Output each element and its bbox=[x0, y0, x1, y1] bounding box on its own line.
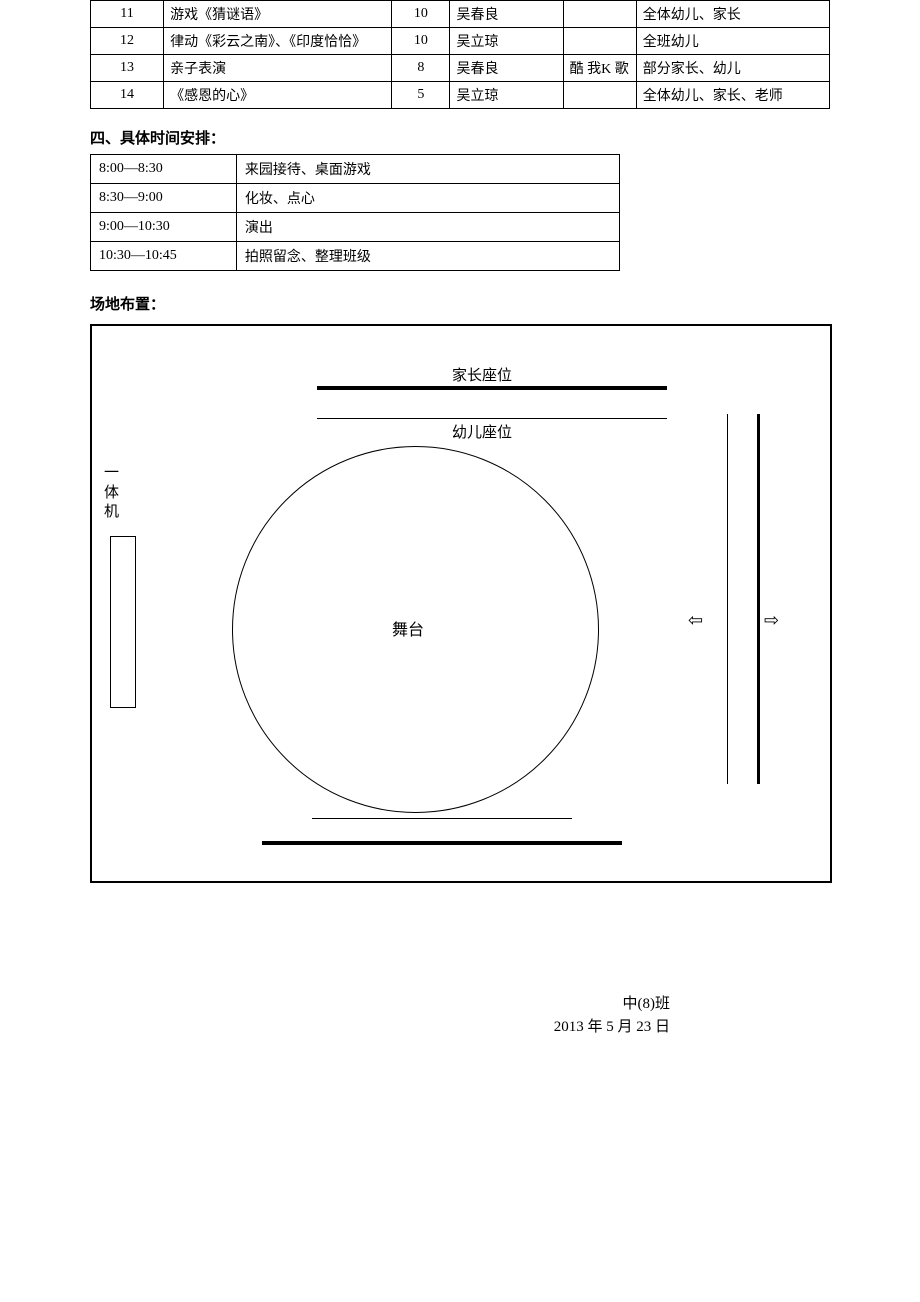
table-cell: 酷 我K 歌 bbox=[563, 55, 636, 82]
table-cell: 10 bbox=[392, 28, 450, 55]
table-row: 14《感恩的心》5吴立琼 全体幼儿、家长、老师 bbox=[91, 82, 830, 109]
table-cell: 吴立琼 bbox=[450, 82, 563, 109]
table-cell: 8 bbox=[392, 55, 450, 82]
schedule-activity: 来园接待、桌面游戏 bbox=[236, 155, 619, 184]
table-row: 11游戏《猜谜语》10吴春良 全体幼儿、家长 bbox=[91, 1, 830, 28]
footer-class: 中(8)班 bbox=[90, 993, 670, 1016]
table-cell: 14 bbox=[91, 82, 164, 109]
table-cell: 11 bbox=[91, 1, 164, 28]
table-cell bbox=[563, 82, 636, 109]
program-table: 11游戏《猜谜语》10吴春良全体幼儿、家长12律动《彩云之南》、《印度恰恰》10… bbox=[90, 0, 830, 109]
table-cell: 10 bbox=[392, 1, 450, 28]
table-cell: 12 bbox=[91, 28, 164, 55]
child-seat-label: 幼儿座位 bbox=[452, 421, 512, 442]
table-row: 8:30—9:00化妆、点心 bbox=[91, 184, 620, 213]
bottom-line bbox=[312, 818, 572, 819]
schedule-time: 10:30—10:45 bbox=[91, 242, 237, 271]
table-row: 10:30—10:45拍照留念、整理班级 bbox=[91, 242, 620, 271]
table-cell: 游戏《猜谜语》 bbox=[164, 1, 392, 28]
parent-seat-bar bbox=[317, 386, 667, 390]
schedule-time: 9:00—10:30 bbox=[91, 213, 237, 242]
table-cell: 全体幼儿、家长、老师 bbox=[636, 82, 829, 109]
table-cell: 吴春良 bbox=[450, 1, 563, 28]
schedule-activity: 演出 bbox=[236, 213, 619, 242]
venue-layout-diagram: 家长座位幼儿座位一体机舞台 ⇦ ⇨ bbox=[90, 324, 832, 883]
footer-date: 2013 年 5 月 23 日 bbox=[90, 1016, 670, 1039]
schedule-section-title: 四、具体时间安排： bbox=[90, 127, 830, 148]
table-cell: 律动《彩云之南》、《印度恰恰》 bbox=[164, 28, 392, 55]
parent-seat-label: 家长座位 bbox=[452, 364, 512, 385]
schedule-activity: 化妆、点心 bbox=[236, 184, 619, 213]
right-bar-thin bbox=[727, 414, 728, 784]
machine-box bbox=[110, 536, 136, 708]
arrow-right-icon: ⇨ bbox=[764, 611, 779, 629]
table-cell: 部分家长、幼儿 bbox=[636, 55, 829, 82]
table-row: 9:00—10:30演出 bbox=[91, 213, 620, 242]
table-row: 12律动《彩云之南》、《印度恰恰》10吴立琼 全班幼儿 bbox=[91, 28, 830, 55]
bottom-bar bbox=[262, 841, 622, 845]
schedule-time: 8:00—8:30 bbox=[91, 155, 237, 184]
footer: 中(8)班 2013 年 5 月 23 日 bbox=[90, 993, 830, 1038]
right-bar-thick bbox=[757, 414, 760, 784]
arrow-left-icon: ⇦ bbox=[688, 611, 703, 629]
table-cell bbox=[563, 28, 636, 55]
table-cell: 5 bbox=[392, 82, 450, 109]
child-seat-line bbox=[317, 418, 667, 419]
table-row: 13亲子表演8吴春良酷 我K 歌部分家长、幼儿 bbox=[91, 55, 830, 82]
schedule-table: 8:00—8:30来园接待、桌面游戏8:30—9:00化妆、点心9:00—10:… bbox=[90, 154, 620, 271]
table-cell: 吴立琼 bbox=[450, 28, 563, 55]
table-cell: 全班幼儿 bbox=[636, 28, 829, 55]
stage-label: 舞台 bbox=[392, 616, 424, 640]
schedule-time: 8:30—9:00 bbox=[91, 184, 237, 213]
table-row: 8:00—8:30来园接待、桌面游戏 bbox=[91, 155, 620, 184]
table-cell: 《感恩的心》 bbox=[164, 82, 392, 109]
table-cell: 13 bbox=[91, 55, 164, 82]
schedule-activity: 拍照留念、整理班级 bbox=[236, 242, 619, 271]
layout-section-title: 场地布置： bbox=[90, 293, 830, 314]
table-cell: 亲子表演 bbox=[164, 55, 392, 82]
machine-label: 一体机 bbox=[104, 464, 120, 523]
table-cell bbox=[563, 1, 636, 28]
table-cell: 吴春良 bbox=[450, 55, 563, 82]
table-cell: 全体幼儿、家长 bbox=[636, 1, 829, 28]
